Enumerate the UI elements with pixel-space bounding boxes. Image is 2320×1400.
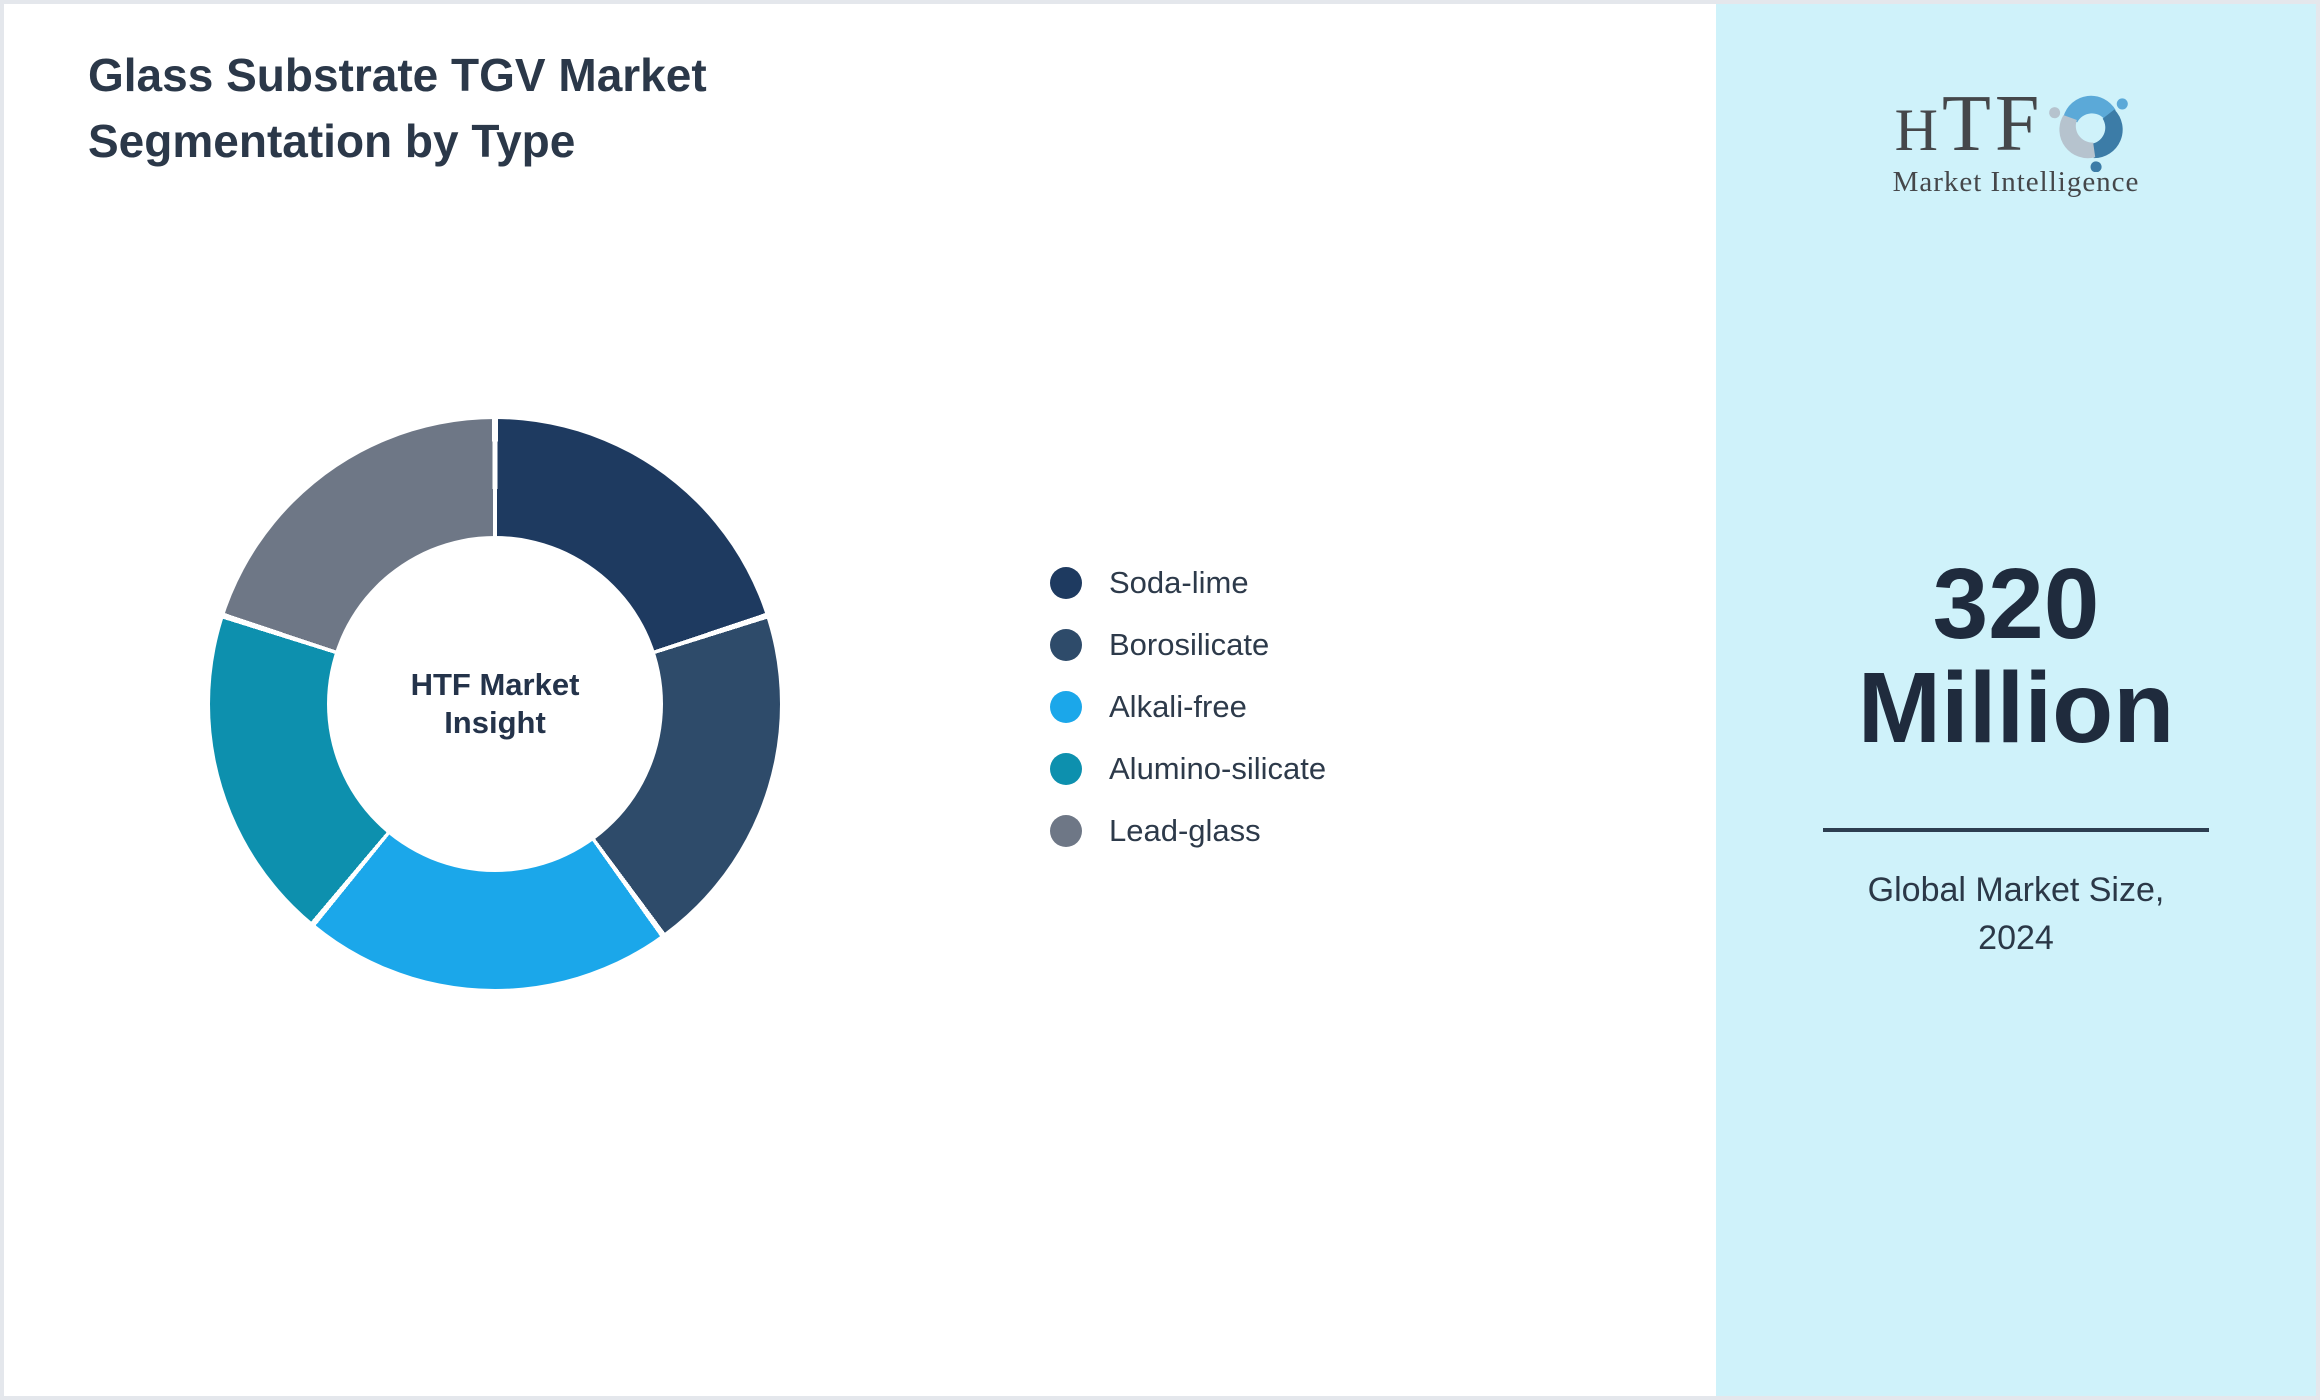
legend-item: Alkali-free [1050,676,1326,738]
donut-chart: HTF Market Insight [210,419,780,989]
donut-center-label: HTF Market Insight [411,666,580,742]
htf-logo-letters-tf: TF [1941,80,2044,168]
legend-label: Lead-glass [1109,813,1261,848]
dolphin-swirl-icon [2049,95,2129,172]
market-size-value-line-2: Million [1857,652,2175,764]
legend-label: Soda-lime [1109,565,1249,600]
legend-color-dot [1050,691,1082,723]
page-title-line-2: Segmentation by Type [88,115,576,167]
legend-label: Borosilicate [1109,627,1270,662]
chart-legend: Soda-lime Borosilicate Alkali-free Alumino-… [1050,552,1326,862]
market-size-caption-line-1: Global Market Size, [1867,871,2165,909]
donut-hole: HTF Market Insight [327,536,663,872]
page-title: Glass Substrate TGV Market Segmentation … [88,42,707,174]
legend-item: Lead-glass [1050,800,1326,862]
sidebar: HTF Market Intelligence [1716,4,2316,1396]
legend-color-dot [1050,753,1082,785]
donut-center-label-line-2: Insight [444,705,546,740]
main-panel: Glass Substrate TGV Market Segmentation … [4,4,1716,1396]
divider-line [1823,828,2209,832]
legend-label: Alumino-silicate [1109,751,1327,786]
htf-logo-letter-h: H [1894,97,1942,163]
legend-color-dot [1050,815,1082,847]
market-size-caption: Global Market Size, 2024 [1716,866,2316,962]
legend-color-dot [1050,629,1082,661]
htf-logo-text: HTF [1895,84,2044,164]
legend-item: Soda-lime [1050,552,1326,614]
legend-label: Alkali-free [1109,689,1247,724]
page-title-line-1: Glass Substrate TGV Market [88,49,707,101]
htf-logo-row: HTF [1895,78,2138,172]
htf-logo: HTF Market Intelligence [1716,78,2316,199]
legend-color-dot [1050,567,1082,599]
legend-item: Alumino-silicate [1050,738,1326,800]
market-size-value-line-1: 320 [1932,548,2100,660]
legend-item: Borosilicate [1050,614,1326,676]
market-size-caption-line-2: 2024 [1978,919,2054,957]
donut-center-label-line-1: HTF Market [410,667,580,702]
htf-logo-subtext: Market Intelligence [1892,166,2140,198]
market-size-value: 320 Million [1716,552,2316,760]
